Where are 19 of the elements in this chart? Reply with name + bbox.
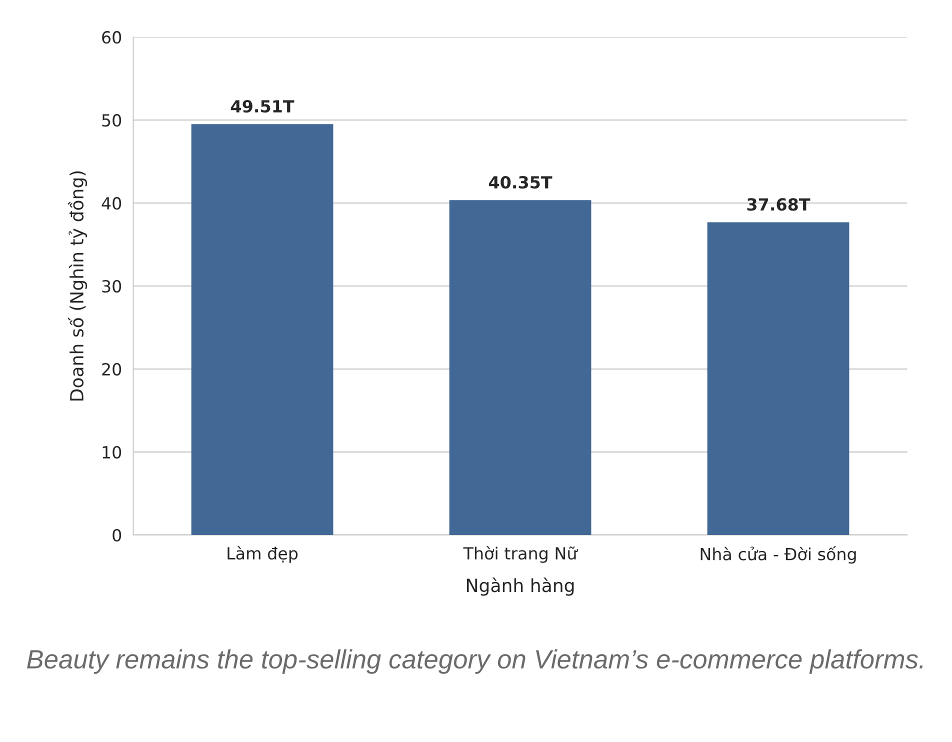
y-axis-title: Doanh số (Nghìn tỷ đồng) [68,171,88,400]
bar [449,200,592,535]
y-tick-label: 30 [102,280,122,293]
y-tick-label: 20 [102,362,122,376]
y-tick-label: 50 [102,114,122,127]
y-tick-label: 60 [102,31,122,44]
bar [191,124,334,535]
data-label: 49.51T [230,100,294,113]
x-tick-label: Làm đẹp [228,546,298,563]
y-tick-label: 0 [112,528,122,542]
y-tick-label: 40 [102,197,122,210]
x-tick-label: Thời trang Nữ [463,546,578,563]
y-tick-label: 10 [102,446,122,459]
x-tick-label: Nhà cửa - Đời sống [700,546,856,564]
data-label: 40.35T [488,176,552,189]
data-label: 37.68T [747,198,810,211]
text: Beauty remains the top-selling category on Vietnam’s e-commerce platforms. [27,649,923,674]
bar [707,222,850,535]
x-axis-title: Ngành hàng [467,578,574,596]
